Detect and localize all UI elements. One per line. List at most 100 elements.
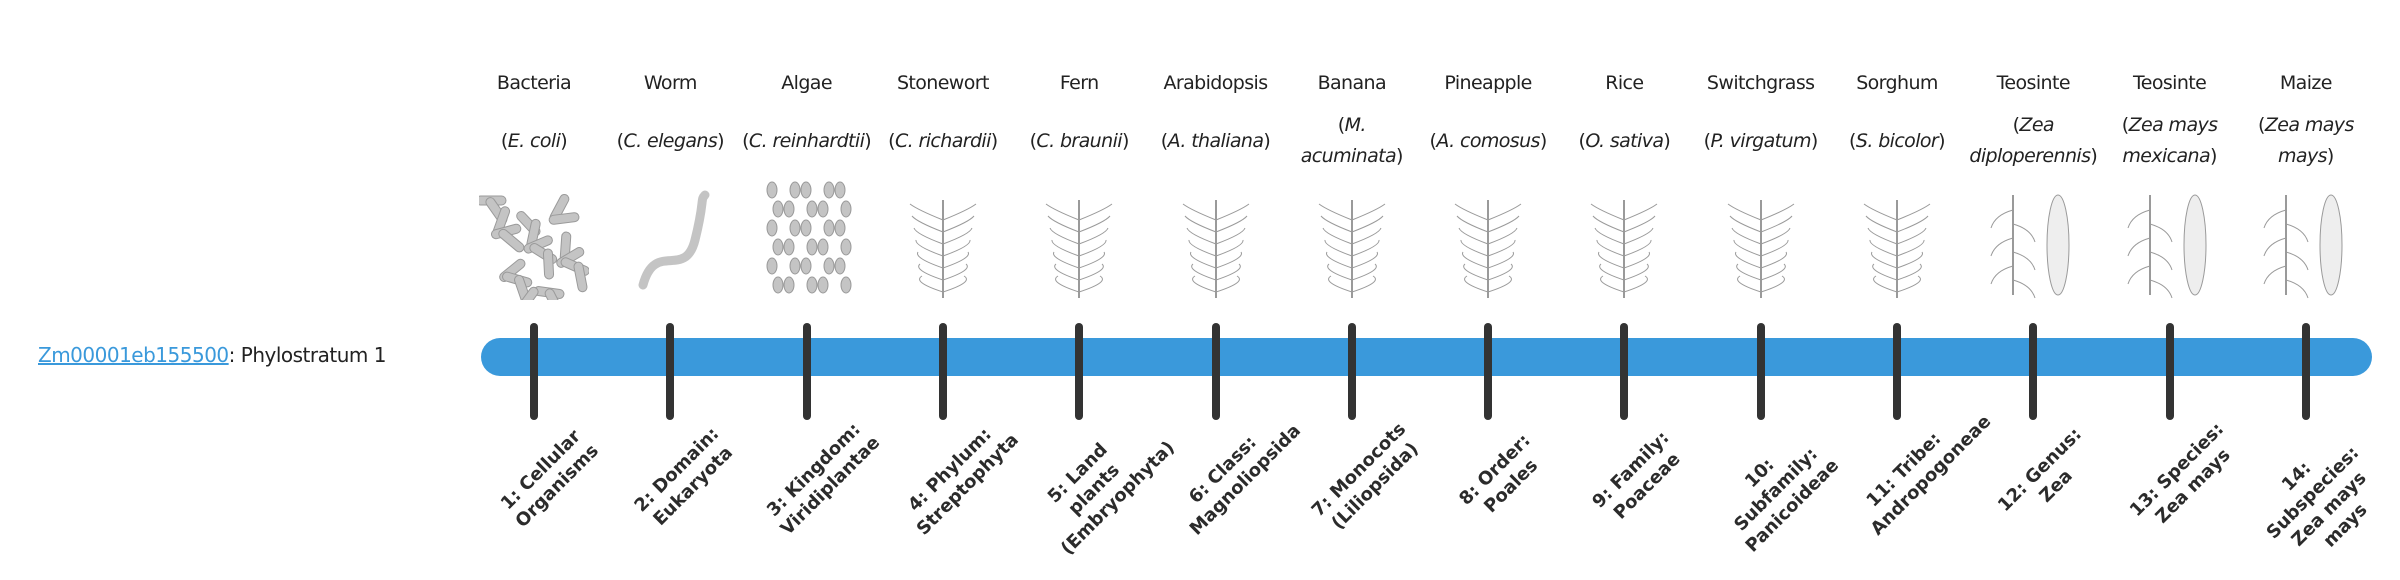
stratum-tick bbox=[1075, 323, 1084, 420]
organism-common-name: Algae bbox=[781, 72, 832, 94]
organism-common-name: Arabidopsis bbox=[1163, 72, 1268, 94]
taxonomic-level-label: 10: Subfamily: Panicoideae bbox=[1729, 443, 1843, 557]
organism-common-name: Teosinte bbox=[1996, 72, 2071, 94]
organism-common-name: Banana bbox=[1317, 72, 1387, 94]
stratum-tick bbox=[938, 323, 947, 420]
stratum-tick bbox=[1620, 323, 1629, 420]
taxonomic-level-label: 8: Order: Poales bbox=[1455, 430, 1543, 518]
taxonomic-level-label: 1: Cellular Organisms bbox=[496, 425, 603, 532]
organism-column: Algae C. reinhardtii bbox=[740, 66, 874, 300]
taxonomic-level-label: 13: Species: Zea mays bbox=[2125, 418, 2235, 528]
organism-column: Teosinte Zea mays mexicana bbox=[2103, 66, 2237, 300]
organism-column: Maize Zea mays mays bbox=[2239, 66, 2373, 300]
organism-scientific-name: C. reinhardtii bbox=[740, 106, 874, 176]
scientific-name-text: Zea diploperennis bbox=[1966, 110, 2100, 172]
stratum-tick bbox=[802, 323, 811, 420]
scientific-name-text: P. virgatum bbox=[1704, 126, 1818, 157]
maize-illustration bbox=[2239, 180, 2373, 300]
scientific-name-text: E. coli bbox=[501, 126, 567, 157]
organism-common-name: Fern bbox=[1059, 72, 1099, 94]
organism-scientific-name: Zea diploperennis bbox=[1966, 106, 2100, 176]
organism-scientific-name: S. bicolor bbox=[1830, 106, 1964, 176]
organism-scientific-name: M. acuminata bbox=[1285, 106, 1419, 176]
banana-illustration bbox=[1285, 180, 1419, 300]
stratum-tick bbox=[1893, 323, 1901, 420]
rice-illustration bbox=[1557, 180, 1691, 300]
organism-scientific-name: C. elegans bbox=[603, 106, 737, 176]
organism-scientific-name: A. comosus bbox=[1421, 106, 1555, 176]
stratum-tick bbox=[1756, 323, 1765, 420]
switchgrass-illustration bbox=[1694, 180, 1828, 300]
bacteria-illustration bbox=[467, 180, 601, 300]
worm-illustration bbox=[603, 180, 737, 300]
stratum-tick bbox=[1347, 323, 1356, 420]
organism-column: Bacteria E. coli bbox=[467, 66, 601, 300]
taxonomic-level-label: 7: Monocots (Liliopsida) bbox=[1307, 418, 1423, 534]
scientific-name-text: A. comosus bbox=[1430, 126, 1547, 157]
taxonomic-level-label: 5: Land plants (Embryophyta) bbox=[1043, 437, 1180, 560]
stratum-tick bbox=[1484, 323, 1493, 420]
organism-column: Sorghum S. bicolor bbox=[1830, 66, 1964, 300]
taxonomic-level-label: 9: Family: Poaceae bbox=[1588, 427, 1685, 524]
organism-common-name: Worm bbox=[643, 72, 697, 94]
organism-common-name: Pineapple bbox=[1444, 72, 1532, 94]
organism-column: Stonewort C. richardii bbox=[876, 66, 1010, 300]
organism-column: Fern C. braunii bbox=[1012, 66, 1146, 300]
scientific-name-text: C. elegans bbox=[617, 126, 724, 157]
taxonomic-level-label: 3: Kingdom: Viridiplantae bbox=[762, 418, 884, 540]
phylostratum-timeline-bar bbox=[481, 338, 2372, 376]
fern-illustration bbox=[1012, 180, 1146, 300]
organism-column: Worm C. elegans bbox=[603, 66, 737, 300]
organism-common-name: Stonewort bbox=[896, 72, 990, 94]
stratum-tick bbox=[1211, 323, 1220, 420]
organism-scientific-name: O. sativa bbox=[1557, 106, 1691, 176]
taxonomic-level-label: 14: Subspecies: Zea mays mays bbox=[2262, 442, 2372, 552]
gene-phylostratum-label: Zm00001eb155500: Phylostratum 1 bbox=[38, 340, 386, 370]
scientific-name-text: O. sativa bbox=[1579, 126, 1671, 157]
stratum-tick bbox=[2029, 323, 2038, 420]
scientific-name-text: S. bicolor bbox=[1849, 126, 1945, 157]
organism-common-name: Bacteria bbox=[496, 72, 572, 94]
taxonomic-level-label: 2: Domain: Eukaryota bbox=[630, 423, 738, 530]
organism-scientific-name: E. coli bbox=[467, 106, 601, 176]
pineapple-illustration bbox=[1421, 180, 1555, 300]
organism-column: Banana M. acuminata bbox=[1285, 66, 1419, 300]
stratum-tick bbox=[666, 323, 675, 420]
organism-column: Teosinte Zea diploperennis bbox=[1966, 66, 2100, 300]
scientific-name-text: A. thaliana bbox=[1161, 126, 1271, 157]
organism-common-name: Sorghum bbox=[1856, 72, 1938, 94]
organism-common-name: Maize bbox=[2279, 72, 2333, 94]
organism-scientific-name: C. richardii bbox=[876, 106, 1010, 176]
taxonomic-level-label: 4: Phylum: Streptophyta bbox=[903, 424, 1023, 540]
arabidopsis-illustration bbox=[1149, 180, 1283, 300]
scientific-name-text: M. acuminata bbox=[1285, 110, 1419, 172]
algae-illustration bbox=[740, 180, 874, 300]
stratum-tick bbox=[2301, 323, 2310, 420]
organism-scientific-name: Zea mays mays bbox=[2239, 106, 2373, 176]
scientific-name-text: Zea mays mays bbox=[2239, 110, 2373, 172]
organism-column: Switchgrass P. virgatum bbox=[1694, 66, 1828, 300]
taxonomic-level-label: 6: Class: Magnoliopsida bbox=[1184, 420, 1305, 540]
organism-common-name: Switchgrass bbox=[1706, 72, 1815, 94]
taxonomic-level-label: 11: Tribe: Andropogoneae bbox=[1862, 410, 1996, 540]
organism-scientific-name: Zea mays mexicana bbox=[2103, 106, 2237, 176]
stonewort-illustration bbox=[876, 180, 1010, 300]
scientific-name-text: C. richardii bbox=[888, 126, 997, 157]
organism-column: Arabidopsis A. thaliana bbox=[1149, 66, 1283, 300]
teosinte-mexicana-illustration bbox=[2103, 180, 2237, 300]
organism-common-name: Rice bbox=[1605, 72, 1644, 94]
stratum-tick bbox=[2165, 323, 2174, 420]
organism-scientific-name: C. braunii bbox=[1012, 106, 1146, 176]
taxonomic-level-label: 12: Genus: Zea bbox=[1994, 423, 2087, 516]
organism-common-name: Teosinte bbox=[2132, 72, 2207, 94]
teosinte-illustration bbox=[1966, 180, 2100, 300]
gene-id-link[interactable]: Zm00001eb155500 bbox=[38, 343, 229, 367]
organism-column: Rice O. sativa bbox=[1557, 66, 1691, 300]
organism-column: Pineapple A. comosus bbox=[1421, 66, 1555, 300]
scientific-name-text: Zea mays mexicana bbox=[2103, 110, 2237, 172]
scientific-name-text: C. reinhardtii bbox=[742, 126, 871, 157]
organism-scientific-name: A. thaliana bbox=[1149, 106, 1283, 176]
phylostratum-text: : Phylostratum 1 bbox=[228, 343, 387, 367]
organism-scientific-name: P. virgatum bbox=[1694, 106, 1828, 176]
scientific-name-text: C. braunii bbox=[1030, 126, 1129, 157]
